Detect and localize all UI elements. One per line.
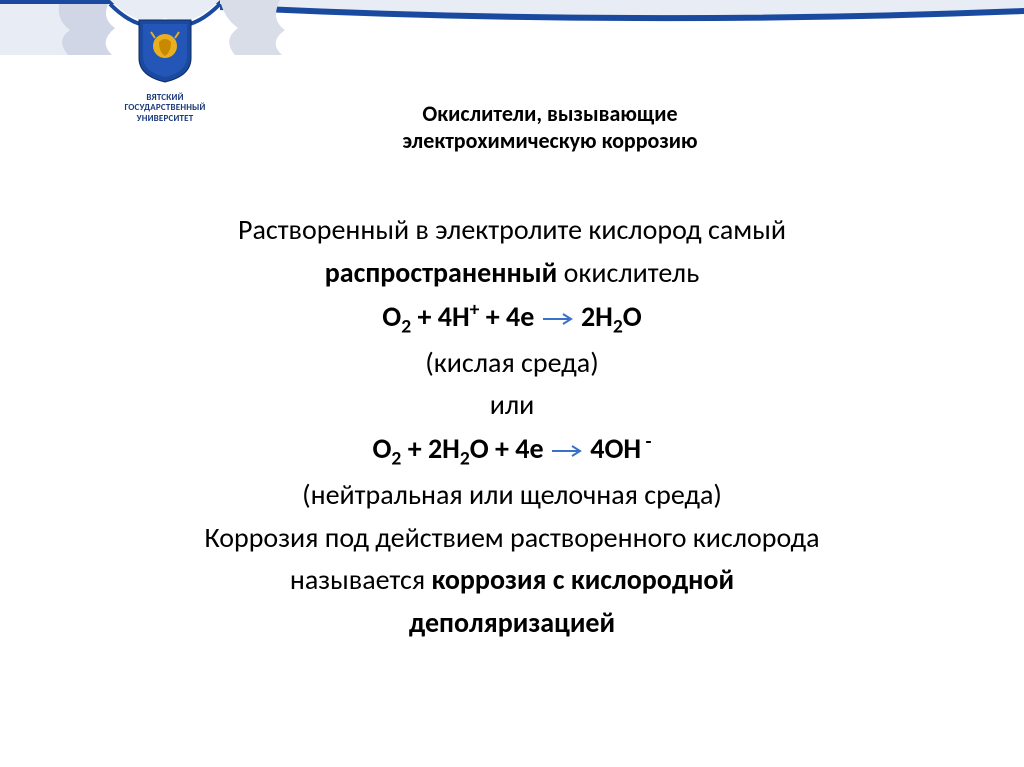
title-line2: электрохимическую коррозию [250,127,850,154]
body-line-10: деполяризацией [40,603,984,644]
body-line-5: или [40,385,984,426]
slide-title: Окислители, вызывающие электрохимическую… [250,100,850,154]
body-line-7: (нейтральная или щелочная среда) [40,475,984,516]
equation-2: O2 + 2H2O + 4e 4OH - [40,428,984,473]
body-line-2: распространенный окислитель [40,253,984,294]
logo-text-line3: УНИВЕРСИТЕТ [115,114,215,124]
arrow-icon [552,444,582,458]
body-line-8: Коррозия под действием растворенного кис… [40,518,984,559]
arrow-icon [543,312,573,326]
slide-body: Растворенный в электролите кислород самы… [40,210,984,645]
body-line-1: Растворенный в электролите кислород самы… [40,210,984,251]
university-logo: ВЯТСКИЙ ГОСУДАРСТВЕННЫЙ УНИВЕРСИТЕТ [115,18,215,124]
title-line1: Окислители, вызывающие [250,100,850,127]
body-line-4: (кислая среда) [40,343,984,384]
body-line-9: называется коррозия с кислородной [40,560,984,601]
equation-1: O2 + 4H+ + 4e 2H2O [40,295,984,340]
shield-icon [137,18,193,84]
